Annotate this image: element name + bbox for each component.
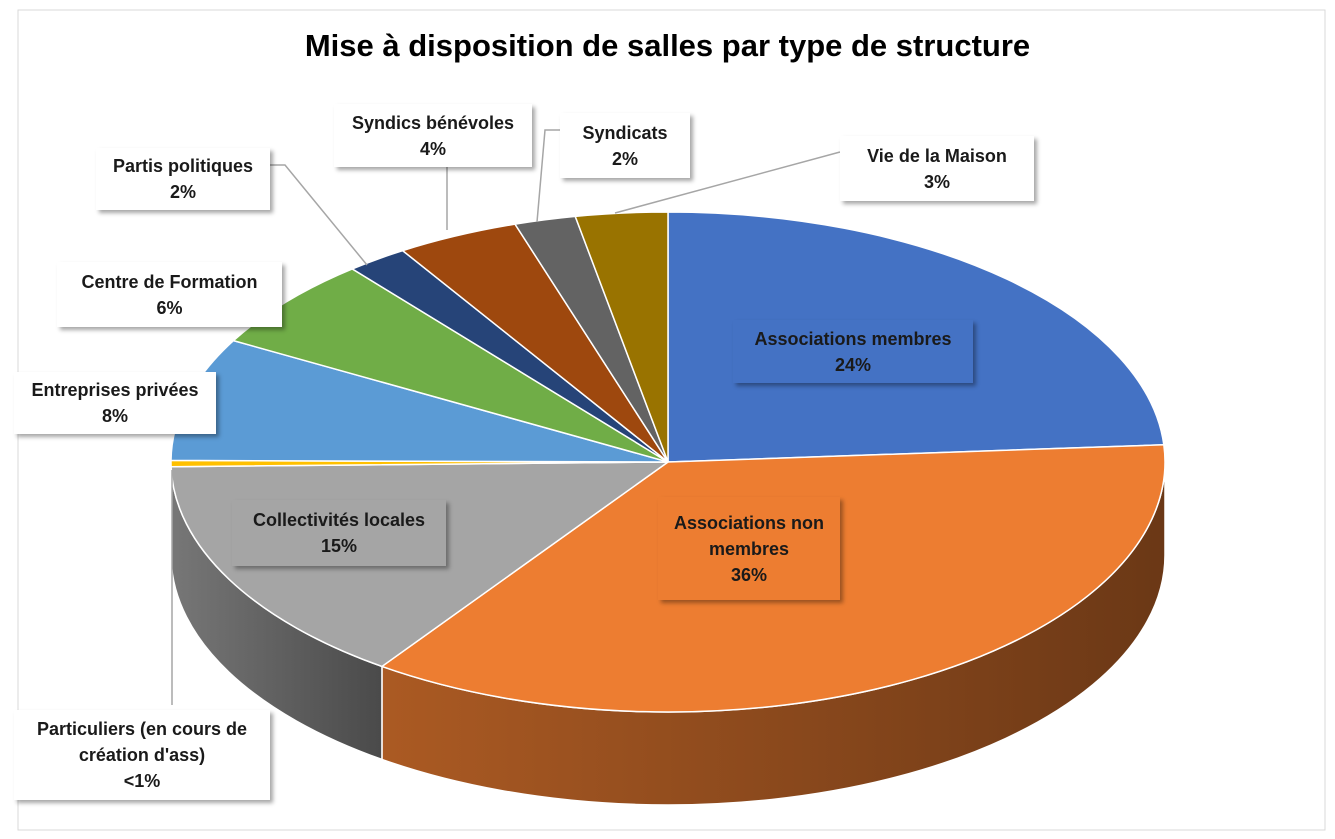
value-label: 2% bbox=[611, 148, 638, 169]
data-label: Collectivités locales 15% bbox=[232, 500, 446, 566]
data-label: Vie de la Maison 3% bbox=[840, 136, 1034, 201]
chart-title: Mise à disposition de salles par type de… bbox=[304, 28, 1031, 63]
slice bbox=[574, 211, 669, 463]
leader-line bbox=[270, 164, 368, 266]
value-label: 3% bbox=[923, 171, 950, 192]
data-label: Partis politiques 2% bbox=[96, 148, 270, 210]
value-label: 36% bbox=[730, 564, 768, 585]
data-label: Syndicats 2% bbox=[560, 113, 690, 178]
value-label: 4% bbox=[419, 138, 446, 159]
category-label: Collectivités locales bbox=[252, 510, 426, 530]
data-label: Centre de Formation 6% bbox=[57, 262, 282, 327]
data-label: Associations non membres 36% bbox=[658, 497, 840, 600]
category-label: Syndicats bbox=[582, 122, 668, 143]
value-label: 24% bbox=[834, 354, 872, 375]
value-label: 2% bbox=[169, 182, 196, 202]
category-label: Particuliers (en cours de création d'ass… bbox=[36, 719, 248, 765]
category-label: Associations membres bbox=[754, 328, 952, 349]
value-label: 15% bbox=[320, 536, 358, 556]
slice bbox=[231, 268, 669, 463]
category-label: Centre de Formation bbox=[81, 271, 258, 292]
category-label: Associations non membres bbox=[673, 512, 825, 559]
category-label: Syndics bénévoles bbox=[351, 112, 515, 133]
category-label: Entreprises privées bbox=[31, 380, 199, 400]
category-label: Vie de la Maison bbox=[867, 145, 1007, 166]
data-label: Associations membres 24% bbox=[733, 320, 973, 383]
data-label: Particuliers (en cours de création d'ass… bbox=[14, 710, 270, 800]
category-label: Partis politiques bbox=[112, 156, 254, 176]
value-label: 6% bbox=[156, 297, 183, 318]
data-label: Syndics bénévoles 4% bbox=[334, 104, 532, 167]
leader-line bbox=[536, 129, 560, 223]
leader-line bbox=[614, 151, 841, 214]
value-label: <1% bbox=[123, 771, 161, 791]
value-label: 8% bbox=[101, 406, 128, 426]
data-label: Entreprises privées 8% bbox=[14, 372, 216, 434]
